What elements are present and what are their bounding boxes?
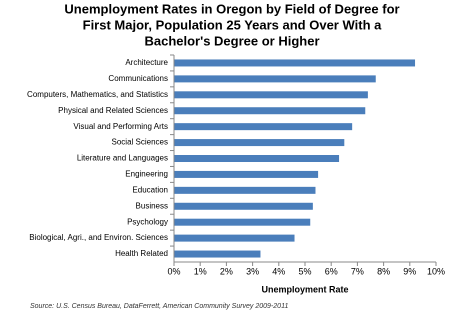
bar <box>174 218 311 226</box>
y-tick-label: Education <box>132 185 168 194</box>
bar <box>174 59 416 67</box>
x-tick-label: 6% <box>325 266 338 276</box>
bar <box>174 202 313 210</box>
chart-title: Bachelor's Degree or Higher <box>144 33 319 48</box>
y-tick-label: Health Related <box>115 249 168 258</box>
x-tick-label: 3% <box>246 266 259 276</box>
bar <box>174 186 316 194</box>
y-tick-label: Engineering <box>125 170 168 179</box>
y-tick-label: Physical and Related Sciences <box>58 106 168 115</box>
bar <box>174 155 340 162</box>
y-tick-label: Communications <box>108 74 168 83</box>
bar <box>174 139 345 147</box>
x-axis-label: Unemployment Rate <box>261 284 348 294</box>
y-tick-label: Visual and Performing Arts <box>73 122 168 131</box>
y-tick-label: Biological, Agri., and Environ. Sciences <box>29 233 168 242</box>
y-tick-label: Business <box>136 201 168 210</box>
chart-title: Unemployment Rates in Oregon by Field of… <box>64 1 399 16</box>
y-tick-label: Psychology <box>127 217 168 226</box>
bar <box>174 250 261 258</box>
x-tick-label: 9% <box>403 266 416 276</box>
chart-title: First Major, Population 25 Years and Ove… <box>83 17 382 32</box>
bar <box>174 170 319 178</box>
x-tick-label: 5% <box>298 266 311 276</box>
y-tick-label: Architecture <box>125 58 168 67</box>
y-tick-label: Computers, Mathematics, and Statistics <box>27 90 168 99</box>
x-tick-label: 7% <box>351 266 364 276</box>
y-tick-label: Literature and Languages <box>77 154 168 163</box>
bar <box>174 234 295 242</box>
x-tick-label: 4% <box>272 266 285 276</box>
x-tick-label: 8% <box>377 266 390 276</box>
bar <box>174 75 376 83</box>
bar <box>174 91 368 99</box>
x-tick-label: 0% <box>167 266 180 276</box>
bar <box>174 107 366 115</box>
y-tick-label: Social Sciences <box>112 138 168 147</box>
bar <box>174 123 353 131</box>
x-tick-label: 10% <box>427 266 445 276</box>
x-tick-label: 1% <box>194 266 207 276</box>
x-tick-label: 2% <box>220 266 233 276</box>
source-note: Source: U.S. Census Bureau, DataFerrett,… <box>30 303 288 310</box>
